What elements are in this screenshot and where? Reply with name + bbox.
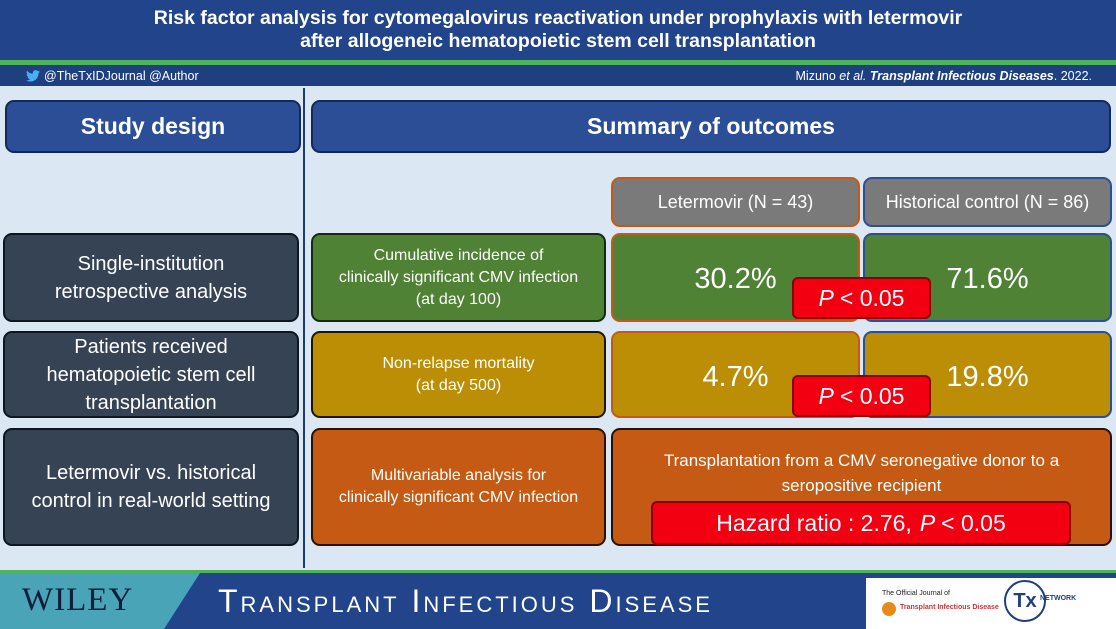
summary-title: Summary of outcomes — [587, 113, 835, 139]
citation-journal: Transplant Infectious Diseases — [869, 68, 1054, 83]
citation-year: . 2022. — [1053, 68, 1092, 83]
letermovir-column-header: Letermovir (N = 43) — [611, 177, 860, 227]
title-line-2: after allogeneic hematopoietic stem cell… — [300, 30, 816, 52]
official-journal-name: Transplant Infectious Disease — [900, 604, 999, 611]
design-item-1-line-1: Single-institution — [77, 252, 225, 275]
title-line-1: Risk factor analysis for cytomegalovirus… — [153, 7, 963, 29]
tx-network-logo[interactable]: Tx — [1004, 580, 1046, 622]
title-divider — [0, 60, 1116, 65]
outcome-label-multivariable: Multivariable analysis for clinically si… — [311, 428, 606, 546]
design-item-3: Letermovir vs. historical control in rea… — [3, 428, 299, 546]
hazard-ratio-badge: Hazard ratio : 2.76, P < 0.05 — [651, 501, 1071, 545]
design-item-2: Patients received hematopoietic stem cel… — [3, 331, 299, 418]
journal-name: Transplant Infectious Disease — [218, 583, 713, 619]
publisher-logo[interactable]: WILEY — [22, 582, 134, 618]
outcome-3-line-1: Multivariable analysis for — [370, 467, 547, 484]
p-value-badge-2: P < 0.05 — [792, 375, 931, 417]
p-label-1: P — [818, 284, 834, 311]
outcome-1-line-1: Cumulative incidence of — [373, 246, 544, 264]
citation-authors: Mizuno — [795, 68, 836, 83]
social-handles[interactable]: @TheTxIDJournal @Author — [26, 69, 199, 83]
p-value-3: < 0.05 — [941, 509, 1006, 536]
design-item-2-line-3: transplantation — [85, 391, 217, 414]
p-value-badge-1: P < 0.05 — [792, 277, 931, 319]
design-item-3-line-2: control in real-world setting — [31, 490, 271, 512]
column-divider — [303, 88, 305, 568]
design-item-1: Single-institution retrospective analysi… — [3, 233, 299, 322]
outcome-label-cmv-incidence: Cumulative incidence of clinically signi… — [311, 233, 606, 322]
publisher-band — [0, 573, 200, 629]
finding-line-1: Transplantation from a CMV seronegative … — [663, 451, 1060, 470]
outcome-2-line-2: (at day 500) — [415, 376, 502, 394]
footer-divider — [0, 570, 1116, 573]
citation-etal: et al. — [839, 68, 867, 83]
design-item-3-line-1: Letermovir vs. historical — [45, 462, 257, 484]
finding-line-2: seropositive recipient — [781, 476, 942, 495]
control-nrm-value: 19.8% — [946, 361, 1029, 393]
letermovir-cmv-value: 30.2% — [694, 263, 777, 295]
letermovir-column-label: Letermovir (N = 43) — [657, 191, 814, 212]
outcome-1-line-3: (at day 100) — [415, 290, 502, 308]
control-cmv-value: 71.6% — [946, 263, 1029, 295]
summary-header: Summary of outcomes — [311, 100, 1111, 153]
outcome-3-line-2: clinically significant CMV infection — [338, 489, 579, 506]
official-journal-panel — [866, 578, 1116, 629]
hazard-ratio-text: Hazard ratio : 2.76, — [716, 509, 912, 536]
p-label-2: P — [818, 382, 834, 409]
tx-network-label: NETWORK — [1040, 595, 1077, 602]
p-value-2: < 0.05 — [839, 382, 905, 409]
citation-bar: @TheTxIDJournal @Author Mizuno et al. Tr… — [0, 65, 1116, 86]
p-value-1: < 0.05 — [839, 284, 905, 311]
outcome-2-line-1: Non-relapse mortality — [382, 354, 535, 372]
outcome-1-line-2: clinically significant CMV infection — [338, 268, 579, 286]
study-design-title: Study design — [80, 113, 226, 139]
control-column-header: Historical control (N = 86) — [863, 177, 1112, 227]
design-item-2-line-2: hematopoietic stem cell — [46, 363, 256, 386]
control-column-label: Historical control (N = 86) — [885, 191, 1090, 212]
p-label-3: P — [919, 509, 936, 536]
tx-logo-text: Tx — [1013, 589, 1037, 612]
citation: Mizuno et al. Transplant Infectious Dise… — [796, 69, 1092, 83]
title-banner: Risk factor analysis for cytomegalovirus… — [0, 0, 1116, 60]
twitter-bird-icon — [26, 69, 40, 82]
study-design-header: Study design — [5, 100, 301, 153]
official-journal-label: The Official Journal of — [882, 590, 950, 597]
handles-text: @TheTxIDJournal @Author — [44, 68, 199, 83]
society-logo-icon — [882, 602, 896, 616]
design-item-1-line-2: retrospective analysis — [54, 280, 248, 303]
letermovir-nrm-value: 4.7% — [702, 361, 769, 393]
design-item-2-line-1: Patients received — [74, 335, 228, 358]
outcome-label-nrm: Non-relapse mortality (at day 500) — [311, 331, 606, 418]
